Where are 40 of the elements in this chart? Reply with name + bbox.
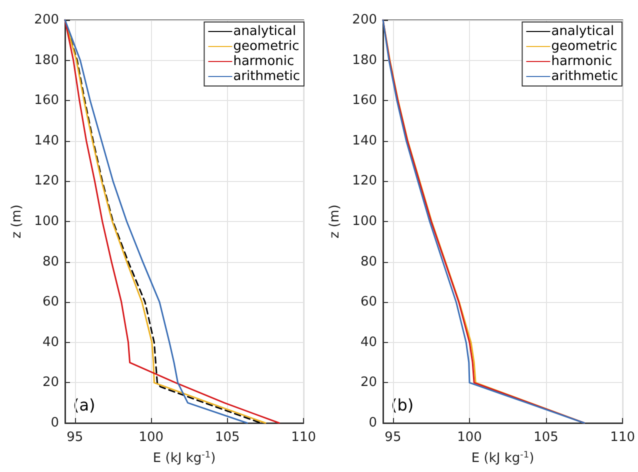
y-tick-label: 140 [352, 133, 377, 148]
y-tick-label: 200 [352, 12, 377, 28]
y-tick-label: 120 [34, 174, 59, 189]
legend-label: harmonic [551, 54, 612, 69]
y-tick-label: 100 [352, 214, 377, 229]
y-tick-label: 60 [360, 294, 377, 310]
y-tick-label: 20 [360, 375, 377, 390]
y-tick-label: 100 [34, 214, 59, 229]
x-tick-label: 110 [291, 430, 316, 445]
x-tick-label: 100 [138, 430, 164, 445]
y-tick-label: 60 [42, 294, 59, 310]
y-tick-label: 140 [34, 133, 59, 148]
y-tick-label: 0 [50, 416, 59, 430]
y-axis-title: z (m) [9, 204, 24, 238]
y-tick-label: 180 [352, 52, 377, 68]
y-tick-label: 160 [352, 93, 377, 108]
y-tick-label: 40 [360, 334, 377, 350]
y-tick-label: 80 [360, 254, 377, 270]
legend-label: geometric [233, 39, 300, 54]
y-tick-label: 80 [42, 254, 59, 270]
y-tick-label: 200 [34, 12, 59, 28]
legend-label: arithmetic [551, 69, 618, 84]
y-tick-label: 120 [352, 174, 377, 189]
x-tick-label: 105 [534, 430, 558, 445]
y-tick-label: 180 [34, 52, 59, 68]
legend-label: analytical [233, 24, 296, 39]
legend-label: arithmetic [233, 69, 300, 84]
x-tick-label: 110 [610, 430, 636, 445]
x-tick-label: 100 [457, 430, 482, 445]
y-tick-label: 40 [42, 334, 59, 350]
y-tick-label: 20 [42, 375, 59, 390]
legend-label: harmonic [233, 54, 294, 69]
y-tick-label: 0 [368, 416, 377, 430]
x-tick-label: 105 [214, 430, 240, 445]
x-tick-label: 95 [66, 430, 84, 445]
y-axis-title: z (m) [327, 204, 342, 238]
legend-label: geometric [551, 39, 618, 54]
y-tick-label: 160 [34, 93, 59, 108]
legend-label: analytical [551, 24, 614, 39]
x-tick-label: 95 [384, 430, 402, 445]
